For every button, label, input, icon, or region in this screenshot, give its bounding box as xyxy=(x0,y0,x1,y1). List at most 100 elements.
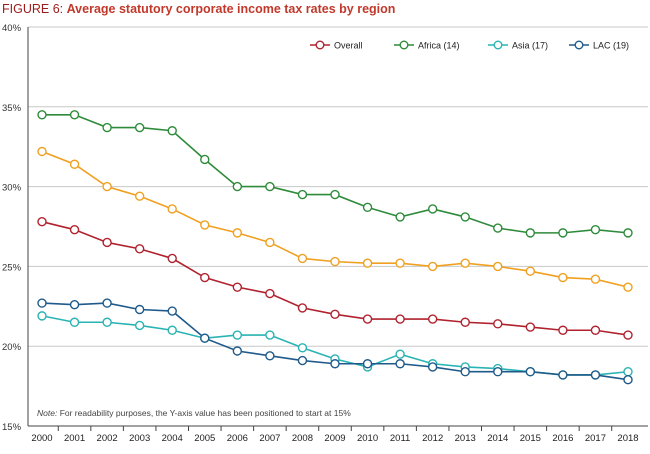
data-point xyxy=(623,375,633,385)
data-point xyxy=(265,288,275,299)
data-point xyxy=(232,330,243,340)
data-point xyxy=(69,300,80,310)
data-point xyxy=(200,220,210,230)
x-tick-label: 2014 xyxy=(487,433,508,444)
y-tick-label: 20% xyxy=(2,342,22,353)
x-tick-label: 2012 xyxy=(422,433,443,444)
data-point xyxy=(134,304,145,315)
data-point xyxy=(395,349,405,359)
data-point xyxy=(232,346,243,356)
data-point xyxy=(427,204,438,214)
data-point xyxy=(525,266,536,276)
data-point xyxy=(265,351,275,361)
data-point xyxy=(362,202,373,213)
data-point xyxy=(200,154,210,165)
data-point xyxy=(200,272,210,283)
data-point xyxy=(330,309,340,319)
x-tick-label: 2011 xyxy=(390,433,410,444)
data-point xyxy=(362,314,373,324)
x-tick-label: 2004 xyxy=(162,433,183,444)
x-tick-label: 2017 xyxy=(585,433,606,444)
data-point xyxy=(395,258,405,268)
data-point xyxy=(493,319,503,329)
legend-item: Africa (14) xyxy=(394,41,460,51)
data-point xyxy=(558,325,568,335)
note-prefix: Note: xyxy=(37,408,58,418)
x-tick-label: 2010 xyxy=(357,433,378,444)
data-point xyxy=(623,282,633,292)
legend-label: Africa (14) xyxy=(418,41,460,51)
data-point xyxy=(232,181,243,192)
data-point xyxy=(69,159,80,169)
legend-marker xyxy=(315,40,325,50)
data-point xyxy=(395,212,405,222)
data-point xyxy=(558,228,568,238)
data-point xyxy=(460,258,470,268)
x-tick-label: 2009 xyxy=(324,433,345,444)
legend-label: LAC (19) xyxy=(593,41,629,51)
figure-title: FIGURE 6: Average statutory corporate in… xyxy=(2,2,395,16)
legend-marker xyxy=(399,40,409,50)
data-point xyxy=(330,256,340,267)
data-point xyxy=(232,282,243,292)
data-point xyxy=(427,362,438,372)
data-point xyxy=(297,253,308,264)
data-point xyxy=(37,110,47,120)
x-tick-label: 2018 xyxy=(617,433,638,444)
data-point xyxy=(395,314,405,324)
data-point xyxy=(134,320,145,331)
data-point xyxy=(460,317,470,327)
data-point xyxy=(37,311,47,321)
x-tick-label: 2000 xyxy=(31,433,52,444)
data-point xyxy=(427,261,438,272)
data-point xyxy=(558,370,568,380)
data-point xyxy=(134,122,145,133)
chart-note: Note: For readability purposes, the Y-ax… xyxy=(37,408,351,418)
data-point xyxy=(167,204,177,214)
data-point xyxy=(362,258,373,268)
x-tick-label: 2002 xyxy=(97,433,118,444)
data-point xyxy=(395,359,405,369)
data-point xyxy=(590,325,601,335)
data-point xyxy=(493,261,503,272)
y-tick-label: 30% xyxy=(2,183,22,194)
data-point xyxy=(69,317,80,327)
legend-label: Overall xyxy=(334,41,363,51)
data-point xyxy=(590,274,601,284)
note-text: For readability purposes, the Y-axis val… xyxy=(57,408,351,418)
data-point xyxy=(297,355,308,366)
data-point xyxy=(525,367,536,377)
data-point xyxy=(525,228,536,238)
x-tick-label: 2001 xyxy=(64,433,85,444)
x-tick-label: 2016 xyxy=(552,433,573,444)
x-tick-label: 2003 xyxy=(129,433,150,444)
figure-title-text: Average statutory corporate income tax r… xyxy=(66,2,396,16)
data-point xyxy=(200,333,210,343)
series-oecd xyxy=(37,146,633,292)
legend-item: Asia (17) xyxy=(488,41,548,51)
data-point xyxy=(102,298,112,308)
data-point xyxy=(232,228,243,238)
x-tick-label: 2015 xyxy=(520,433,541,444)
series-overall xyxy=(37,217,633,340)
data-point xyxy=(330,359,340,369)
data-point xyxy=(37,217,47,227)
data-point xyxy=(102,181,112,192)
data-point xyxy=(590,224,601,235)
series-lines xyxy=(37,110,633,385)
gridlines xyxy=(28,26,648,347)
data-point xyxy=(623,330,633,340)
data-point xyxy=(297,189,308,200)
axes: 15% 20% 25% 30% 35% 40% 2000 2001 2002 2003 2004 20… xyxy=(2,23,648,444)
data-point xyxy=(460,212,470,222)
legend-item: Overall xyxy=(310,41,363,51)
data-point xyxy=(102,317,112,327)
data-point xyxy=(623,228,633,238)
data-point xyxy=(167,253,177,264)
series-lac-19 xyxy=(37,298,633,385)
data-point xyxy=(37,298,47,308)
data-point xyxy=(493,367,503,377)
y-tick-label: 35% xyxy=(2,103,22,114)
